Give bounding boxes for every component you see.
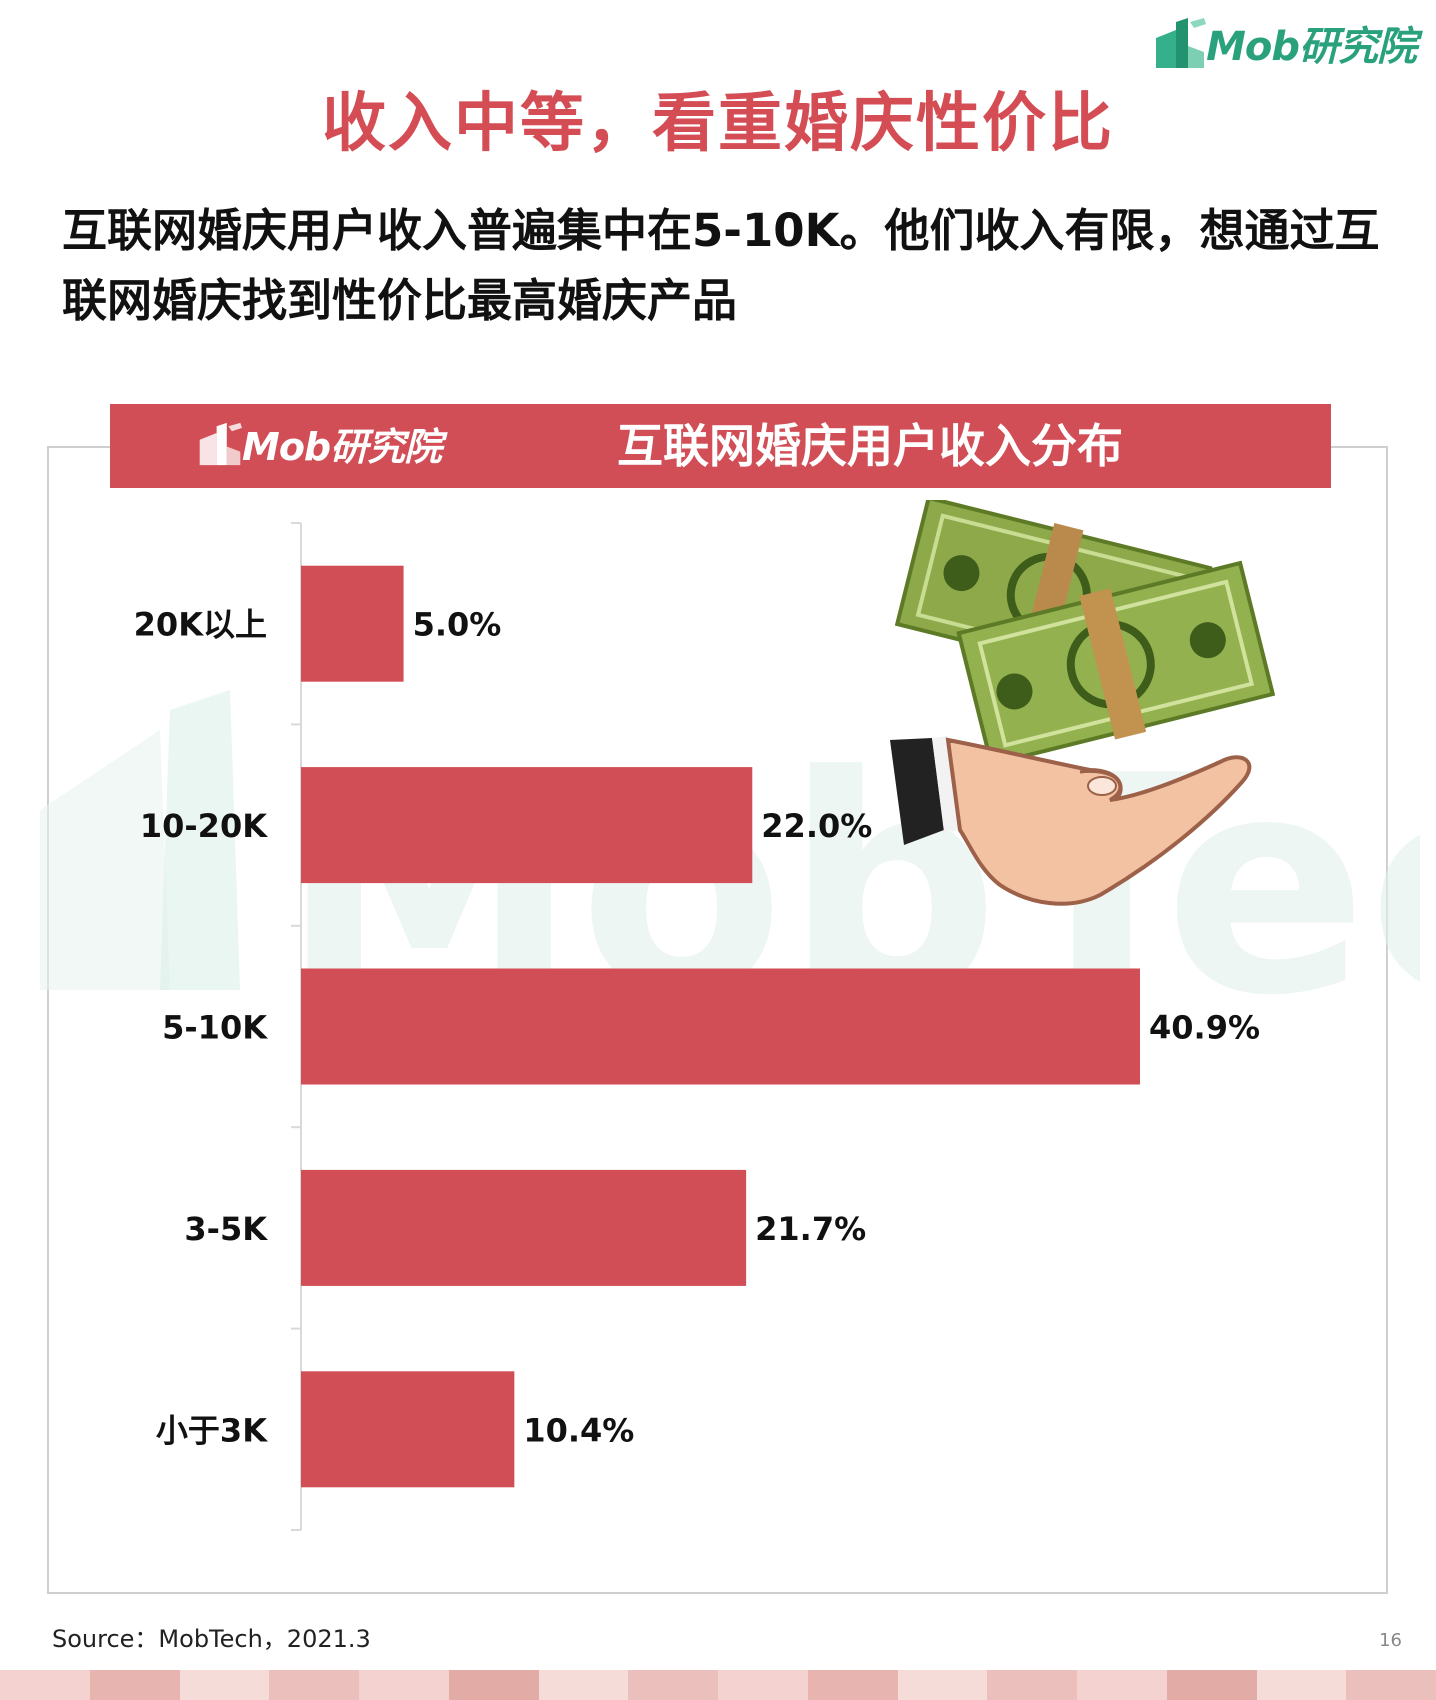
source-note: Source：MobTech，2021.3	[52, 1625, 371, 1653]
bar-1	[301, 767, 753, 884]
category-label: 3-5K	[184, 1210, 268, 1248]
bottom-decor-band	[0, 1670, 1436, 1700]
chart-header: Mob研究院 互联网婚庆用户收入分布	[110, 404, 1331, 488]
value-label: 10.4%	[523, 1411, 634, 1449]
category-label: 小于3K	[156, 1411, 268, 1449]
category-label: 5-10K	[162, 1009, 268, 1047]
page-subtitle: 互联网婚庆用户收入普遍集中在5-10K。他们收入有限，想通过互联网婚庆找到性价比…	[62, 204, 1380, 327]
logo-building-icon	[1156, 18, 1207, 68]
logo-text: Mob研究院	[1206, 24, 1417, 70]
value-label: 21.7%	[755, 1210, 866, 1248]
page-number: 16	[1379, 1630, 1402, 1651]
bar-4	[301, 1371, 515, 1488]
logo-building-icon	[199, 422, 242, 465]
category-label: 10-20K	[140, 807, 268, 845]
page-title: 收入中等，看重婚庆性价比	[322, 87, 1114, 161]
logo-text: Mob研究院	[242, 425, 442, 469]
value-label: 5.0%	[413, 606, 502, 644]
chart-header-logo: Mob研究院	[198, 416, 442, 471]
value-label: 40.9%	[1149, 1009, 1260, 1047]
hand-holding-money-icon	[890, 500, 1276, 906]
bar-2	[301, 968, 1140, 1085]
bar-3	[301, 1169, 747, 1286]
brand-logo: Mob研究院	[1154, 14, 1417, 72]
category-label: 20K以上	[134, 606, 267, 644]
bar-0	[301, 565, 404, 682]
chart-title: 互联网婚庆用户收入分布	[617, 419, 1123, 473]
value-label: 22.0%	[761, 807, 872, 845]
